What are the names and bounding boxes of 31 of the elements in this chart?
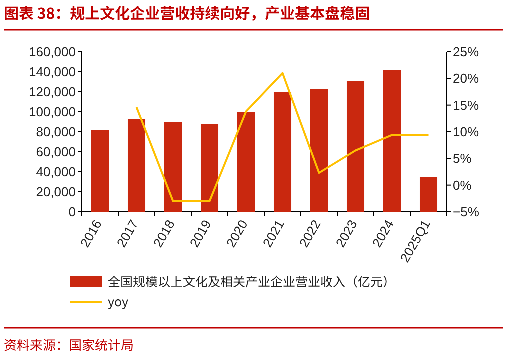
y-tick-label: 120,000 [29, 84, 76, 100]
bar [310, 89, 328, 212]
chart-title: 图表 38：规上文化企业营收持续向好，产业基本盘稳固 [4, 3, 370, 24]
legend-label: 全国规模以上文化及相关产业企业营业收入（亿元） [108, 272, 396, 290]
bar [128, 119, 146, 212]
bar [237, 112, 256, 212]
y-tick-label: 140,000 [29, 64, 76, 80]
y2-tick-label: 25% [453, 44, 480, 60]
bar [274, 92, 292, 212]
bar [91, 130, 110, 212]
y-tick-label: 160,000 [29, 44, 76, 60]
y2-tick-label: 10% [453, 124, 480, 140]
y2-tick-label: −5% [453, 204, 480, 220]
bar [200, 124, 219, 212]
y2-tick-label: 5% [453, 151, 472, 166]
bar [420, 177, 438, 212]
y-tick-label: 0 [68, 204, 76, 220]
legend-label: yoy [108, 292, 129, 310]
y-tick-label: 40,000 [36, 164, 76, 180]
line-series [136, 72, 430, 202]
text: 资料来源：国家统计局 [4, 335, 134, 354]
y2-tick-label: 0% [453, 178, 472, 193]
bar [346, 81, 365, 212]
y-tick-label: 60,000 [36, 144, 76, 160]
y2-tick-label: 20% [453, 71, 480, 86]
y2-tick-label: 15% [453, 98, 480, 113]
y-tick-label: 100,000 [29, 104, 76, 120]
y-tick-label: 80,000 [36, 124, 76, 140]
bar [383, 70, 402, 212]
bar [164, 122, 182, 212]
y-tick-label: 20,000 [36, 184, 76, 200]
